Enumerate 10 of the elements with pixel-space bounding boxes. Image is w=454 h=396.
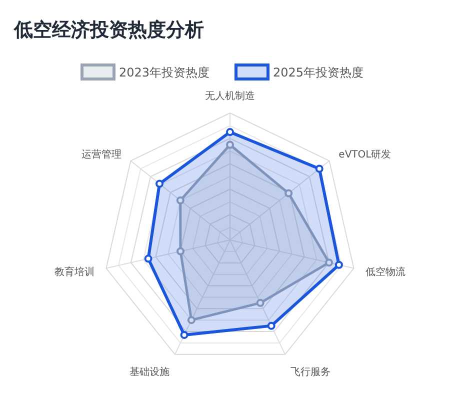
spoke-label: 教育培训 [54, 266, 94, 278]
spoke-label: 运营管理 [81, 148, 122, 160]
spoke-label: 低空物流 [366, 266, 406, 278]
chart-title: 低空经济投资热度分析 [13, 19, 204, 41]
spoke-label: eVTOL研发 [338, 149, 392, 160]
legend-label: 2025年投资热度 [273, 66, 364, 80]
spoke-label: 基础设施 [130, 366, 170, 378]
spoke-label: 无人机制造 [205, 90, 255, 102]
spoke-label: 飞行服务 [290, 366, 330, 378]
legend-label: 2023年投资热度 [119, 66, 210, 80]
